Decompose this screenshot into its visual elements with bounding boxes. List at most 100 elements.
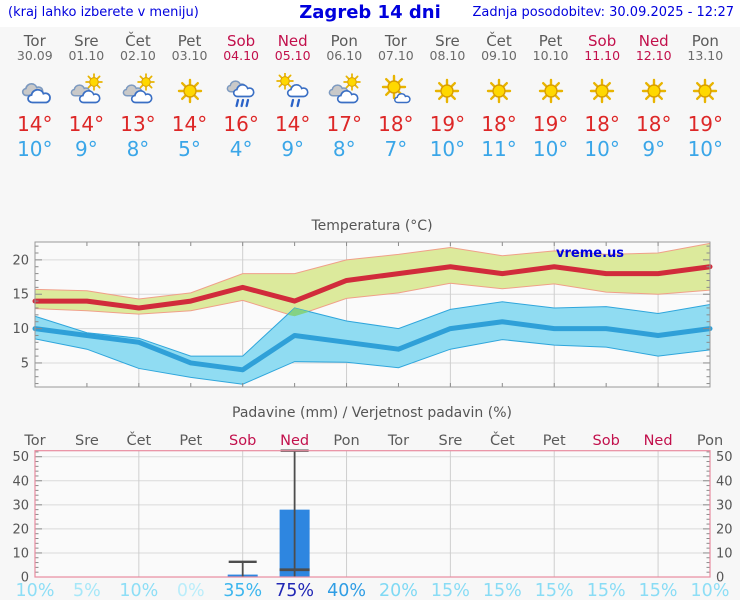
temp-chart-title: Temperatura (°C) [310,218,432,234]
day-name: Pon [330,32,358,50]
rain-icon [223,73,259,109]
precip-probability-label: 40% [327,581,366,600]
high-temp: 13° [120,112,156,136]
day-name: Sre [74,32,99,50]
page-header: (kraj lahko izberete v meniju) Zagreb 14… [0,0,740,27]
day-name: Čet [486,32,512,50]
vreme-watermark[interactable]: vreme.us [556,246,624,261]
day-name: Sob [588,32,617,50]
high-temp: 18° [636,112,672,136]
temp-y-tick-label: 5 [21,356,29,371]
forecast-day: Sob 04.10 16° 4° [215,29,267,169]
partly-sunny-icon [326,73,362,109]
day-date: 03.10 [171,48,208,63]
forecast-day: Sob 11.10 18° 10° [576,29,628,169]
high-temp: 14° [68,112,105,136]
day-date: 10.10 [532,48,569,63]
temp-y-tick-label: 10 [12,322,29,337]
day-date: 04.10 [223,48,259,63]
sunny-icon [172,73,208,109]
high-temp: 18° [481,112,517,136]
high-temp: 18° [378,112,414,136]
day-name: Tor [23,32,46,50]
low-temp: 10° [687,137,724,161]
band-overlap-patch [287,307,310,317]
precip-y-tick-label-left: 0 [21,571,29,586]
precip-day-label: Čet [490,431,515,449]
forecast-day: Tor 07.10 18° 7° [370,29,422,169]
forecast-day: Čet 09.10 18° 11° [473,29,525,169]
sun-cloud-icon [378,73,414,109]
high-temp: 19° [429,112,466,136]
precip-day-label: Pet [543,433,566,449]
low-temp: 10° [532,137,569,161]
sunny-icon [584,73,620,109]
precip-day-label: Sob [593,433,620,449]
precip-day-label: Sob [229,433,256,449]
precip-y-tick-label-left: 30 [12,498,29,513]
forecast-day: Sre 08.10 19° 10° [422,29,474,169]
day-date: 11.10 [584,48,621,63]
high-temp: 19° [532,112,569,136]
sunny-icon [533,73,569,109]
day-name: Sob [226,32,256,50]
page-title: Zagreb 14 dni [299,2,441,23]
forecast-day: Ned 12.10 18° 9° [628,29,680,169]
last-update-text: Zadnja posodobitev: 30.09.2025 - 12:27 [472,5,734,20]
forecast-day: Pon 06.10 17° 8° [318,29,370,169]
day-date: 05.10 [274,48,311,63]
day-date: 06.10 [326,48,363,63]
day-name: Sre [435,32,460,50]
forecast-day: Pet 03.10 14° 5° [164,29,216,169]
precip-probability-label: 15% [431,581,470,600]
low-temp: 5° [178,137,201,161]
precip-y-tick-label-right: 30 [716,498,733,513]
low-temp: 9° [281,137,305,161]
precip-probability-label: 0% [177,581,205,600]
precip-probability-label: 15% [483,581,522,600]
forecast-strip: Tor 30.09 14° 10° Sre 01.10 14° 9° Čet 0… [9,29,731,169]
precip-y-tick-label-left: 20 [12,522,29,537]
precip-probability-label: 15% [639,581,678,600]
day-date: 02.10 [120,48,156,63]
day-name: Ned [277,32,308,50]
high-temp: 18° [584,112,620,136]
partly-sunny-icon [68,73,104,109]
min-temp-line [32,319,713,373]
high-temp: 14° [274,112,311,136]
precip-day-label: Pon [697,433,723,449]
sunny-icon [481,73,517,109]
precip-day-label: Ned [644,433,673,449]
precip-day-label: Tor [387,433,409,449]
low-temp: 9° [642,137,666,161]
forecast-day: Čet 02.10 13° 8° [112,29,164,169]
day-name: Pon [691,32,719,50]
day-date: 07.10 [377,48,414,63]
temperature-chart: 5 10 15 20 Temperatura (°C) vreme.us [12,218,713,388]
precip-probability-label: 5% [73,581,101,600]
day-name: Ned [638,32,669,50]
precip-probability-label: 35% [223,581,262,600]
precip-y-tick-label-left: 40 [12,474,29,489]
low-temp: 10° [429,137,466,161]
day-date: 12.10 [635,48,672,63]
low-temp: 4° [229,137,253,161]
precip-probability-label: 15% [587,581,626,600]
low-temp: 8° [126,137,150,161]
forecast-day: Pet 10.10 19° 10° [525,29,577,169]
day-name: Čet [125,32,151,50]
precip-probability-label: 10% [16,581,55,600]
partly-sunny-icon [120,73,156,109]
low-temp: 10° [17,137,53,161]
low-temp: 9° [75,137,98,161]
high-temp: 14° [17,112,53,136]
temp-y-tick-label: 15 [12,288,29,303]
sun-rain-icon [275,73,311,109]
precip-probability-label: 15% [535,581,574,600]
day-date: 08.10 [429,48,466,63]
precip-probability-label: 10% [691,581,730,600]
high-temp: 16° [223,112,259,136]
precip-day-label: Čet [126,431,151,449]
precip-y-tick-label-right: 0 [716,571,724,586]
precip-chart-title: Padavine (mm) / Verjetnost padavin (%) [232,405,512,421]
